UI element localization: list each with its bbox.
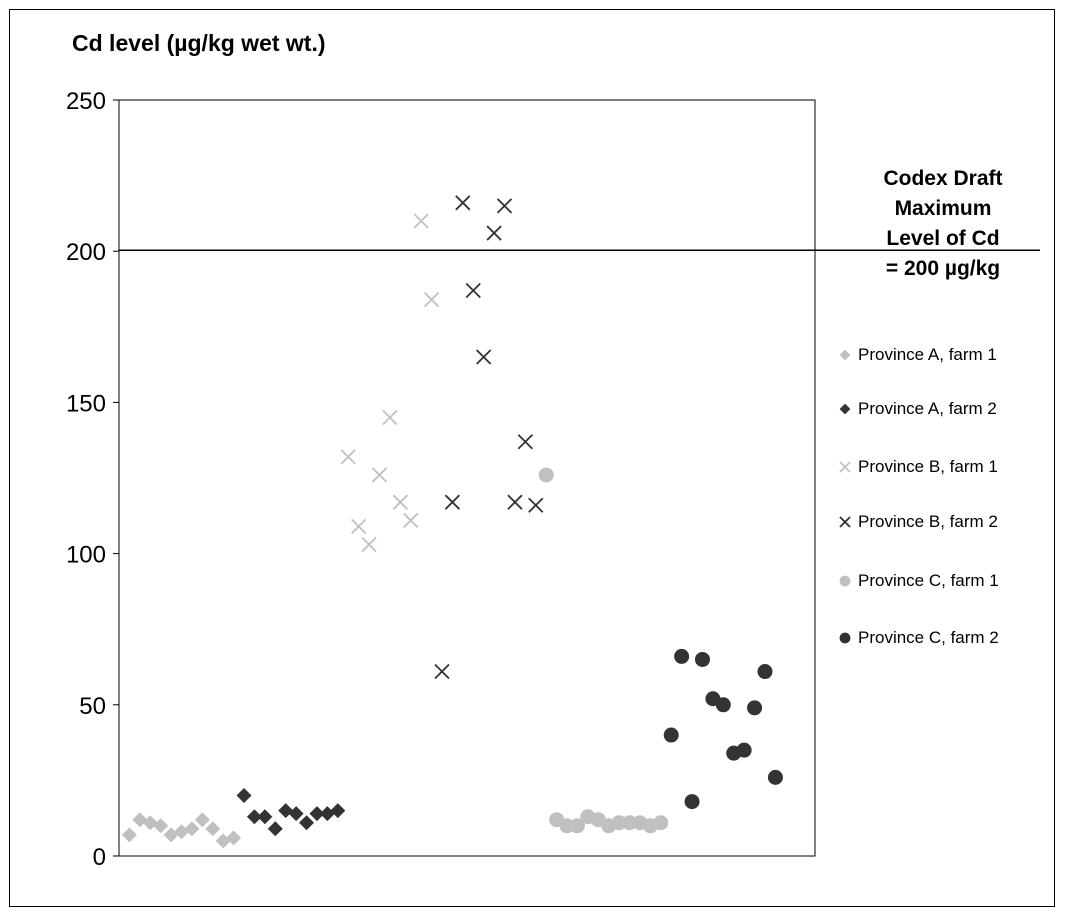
data-point — [569, 818, 585, 834]
legend-title-line: Codex Draft — [883, 167, 1003, 190]
data-point — [236, 788, 252, 804]
legend-title: Codex Draft Maximum Level of Cd = 200 µg… — [835, 164, 1051, 284]
y-tick-label: 250 — [66, 88, 106, 115]
data-point — [226, 830, 242, 846]
data-point — [153, 818, 169, 834]
data-point — [507, 494, 523, 510]
legend-marker — [839, 461, 851, 473]
legend-item: Province C, farm 1 — [838, 569, 999, 593]
data-point — [413, 213, 429, 229]
legend-item: Province B, farm 2 — [838, 510, 998, 534]
data-point — [194, 812, 210, 828]
data-point — [121, 827, 137, 843]
legend-item: Province A, farm 1 — [838, 343, 997, 367]
legend-label: Province A, farm 1 — [858, 345, 997, 364]
data-point — [371, 467, 388, 483]
data-point — [434, 663, 450, 680]
data-point — [455, 195, 471, 211]
data-point — [528, 497, 544, 513]
legend-marker-shape — [839, 516, 851, 528]
data-point — [257, 809, 273, 825]
data-point — [392, 494, 408, 510]
data-point — [382, 409, 398, 426]
data-point — [423, 291, 440, 308]
legend-item: Province B, farm 1 — [838, 455, 998, 479]
data-point — [694, 651, 710, 667]
y-tick-label: 150 — [66, 390, 106, 417]
data-point — [757, 664, 773, 680]
data-point — [517, 434, 533, 450]
data-point — [486, 225, 502, 241]
plot-area — [118, 99, 816, 857]
data-point — [267, 821, 283, 837]
legend-marker — [839, 349, 851, 361]
data-point — [715, 697, 731, 713]
data-point — [351, 518, 367, 535]
data-point — [444, 494, 461, 510]
legend-title-line: Maximum — [894, 197, 992, 220]
legend-marker-shape — [839, 575, 851, 587]
data-point — [674, 648, 690, 664]
data-point — [403, 512, 419, 528]
data-point — [330, 803, 346, 819]
data-point — [205, 821, 221, 837]
legend-item: Province C, farm 2 — [838, 626, 999, 650]
legend-label: Province A, farm 2 — [858, 399, 997, 418]
data-point — [767, 769, 783, 785]
legend-label: Province B, farm 1 — [858, 457, 998, 476]
legend-label: Province B, farm 2 — [858, 512, 998, 531]
data-point — [465, 282, 481, 299]
legend-marker — [839, 575, 851, 587]
y-tick-label: 0 — [93, 844, 106, 871]
data-point — [663, 727, 679, 743]
legend-title-line: Level of Cd — [886, 227, 1000, 250]
data-point — [184, 821, 200, 837]
data-point — [288, 806, 304, 822]
data-point — [747, 700, 763, 716]
legend-label: Province C, farm 1 — [858, 571, 999, 590]
legend-marker-shape — [839, 403, 851, 415]
data-point — [361, 536, 377, 553]
data-point — [309, 806, 325, 822]
data-point — [622, 815, 638, 831]
y-tick-label: 50 — [79, 693, 106, 720]
y-axis-title: Cd level (µg/kg wet wt.) — [72, 30, 326, 56]
legend-item: Province A, farm 2 — [838, 397, 997, 421]
data-point — [496, 198, 513, 214]
legend-marker — [839, 403, 851, 415]
legend-marker — [839, 516, 851, 528]
legend-marker-shape — [839, 349, 851, 361]
legend-label: Province C, farm 2 — [858, 628, 999, 647]
data-point — [684, 794, 700, 810]
data-point — [736, 742, 752, 758]
legend-title-line: = 200 µg/kg — [885, 257, 1001, 280]
data-point — [340, 449, 356, 465]
data-point — [476, 349, 492, 365]
data-point — [538, 467, 554, 483]
y-tick-label: 100 — [66, 542, 106, 569]
data-point — [299, 815, 315, 831]
legend-marker — [839, 632, 851, 644]
legend-marker-shape — [839, 461, 851, 473]
data-point — [653, 815, 669, 831]
legend-marker-shape — [839, 632, 851, 644]
data-point — [559, 818, 575, 834]
chart-frame — [9, 9, 1055, 907]
data-point — [246, 809, 262, 825]
data-point — [611, 815, 627, 831]
y-tick-label: 200 — [66, 239, 106, 266]
